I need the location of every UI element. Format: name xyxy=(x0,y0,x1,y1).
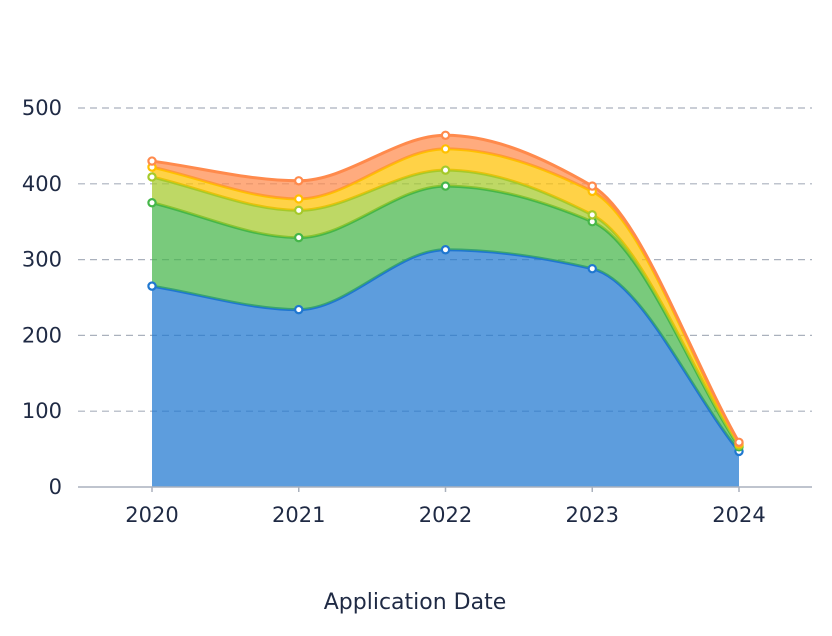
x-tick-label: 2023 xyxy=(566,503,619,527)
y-axis: 0 100 200 300 400 500 xyxy=(22,96,62,499)
x-tick-labels: 2020 2021 2022 2023 2024 xyxy=(125,503,765,527)
stacked-area-chart: 0 100 200 300 400 500 2020 2021 2022 2023 2024 Ap… xyxy=(0,0,832,636)
y-tick-label: 300 xyxy=(22,248,62,272)
data-point xyxy=(295,207,302,214)
data-point xyxy=(295,306,302,313)
y-tick-label: 0 xyxy=(49,475,62,499)
x-axis-title: Application Date xyxy=(324,590,507,615)
data-point xyxy=(295,177,302,184)
data-point xyxy=(148,283,155,290)
y-tick-label: 200 xyxy=(22,323,62,347)
data-point xyxy=(148,173,155,180)
data-point xyxy=(148,199,155,206)
data-point xyxy=(442,132,449,139)
data-point xyxy=(442,182,449,189)
data-point xyxy=(148,157,155,164)
y-tick-label: 500 xyxy=(22,96,62,120)
data-point xyxy=(442,167,449,174)
data-point xyxy=(735,439,742,446)
data-point xyxy=(442,246,449,253)
x-axis xyxy=(78,487,812,492)
x-tick-label: 2021 xyxy=(272,503,325,527)
y-tick-label: 400 xyxy=(22,172,62,196)
data-point xyxy=(442,145,449,152)
data-point xyxy=(589,211,596,218)
data-point xyxy=(295,195,302,202)
x-tick-label: 2024 xyxy=(712,503,765,527)
x-tick-label: 2020 xyxy=(125,503,178,527)
x-tick-label: 2022 xyxy=(419,503,472,527)
y-tick-label: 100 xyxy=(22,399,62,423)
data-point xyxy=(295,234,302,241)
data-point xyxy=(589,182,596,189)
data-point xyxy=(589,265,596,272)
